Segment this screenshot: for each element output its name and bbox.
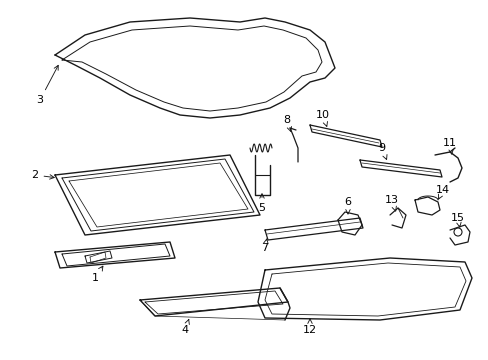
Text: 11: 11 xyxy=(442,138,456,154)
Text: 6: 6 xyxy=(344,197,351,214)
Text: 15: 15 xyxy=(450,213,464,227)
Text: 7: 7 xyxy=(261,239,268,253)
Text: 5: 5 xyxy=(258,194,265,213)
Text: 14: 14 xyxy=(435,185,449,199)
Text: 12: 12 xyxy=(303,319,316,335)
Text: 2: 2 xyxy=(31,170,54,180)
Text: 8: 8 xyxy=(283,115,291,131)
Text: 3: 3 xyxy=(37,66,58,105)
Text: 4: 4 xyxy=(181,319,189,335)
Text: 9: 9 xyxy=(378,143,386,159)
Text: 10: 10 xyxy=(315,110,329,126)
Text: 1: 1 xyxy=(91,266,102,283)
Text: 13: 13 xyxy=(384,195,398,211)
